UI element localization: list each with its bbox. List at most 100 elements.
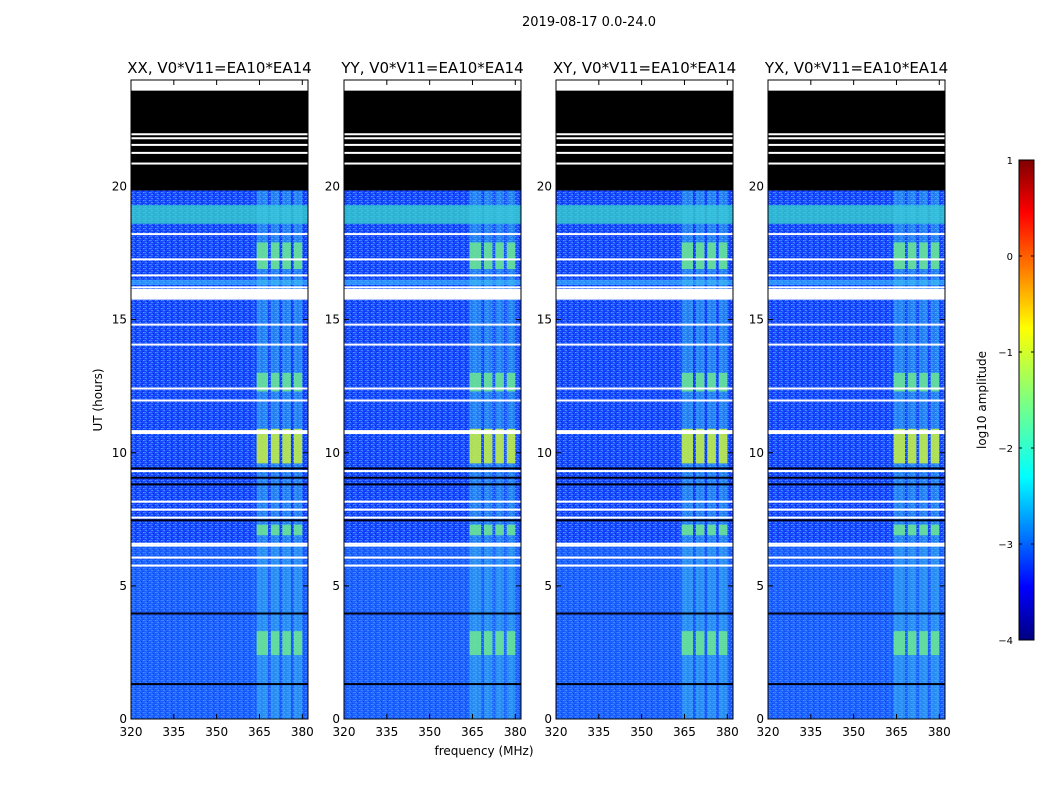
y-axis-label: UT (hours) <box>91 368 105 431</box>
x-tick-label: 380 <box>716 725 739 739</box>
flagged-line <box>556 500 733 503</box>
rfi-burst <box>707 524 716 536</box>
x-tick-label: 335 <box>162 725 185 739</box>
dark-strip <box>768 519 945 522</box>
flagged-line <box>556 544 733 547</box>
rfi-burst <box>919 428 928 464</box>
band-mid-amplitude <box>768 279 945 286</box>
rfi-burst <box>681 524 694 536</box>
flagged-line <box>768 323 945 326</box>
no-data-band <box>556 90 733 191</box>
flagged-band <box>344 289 521 300</box>
flagged-line <box>131 516 308 519</box>
rfi-burst <box>919 524 928 536</box>
y-tick-label: 15 <box>112 313 127 327</box>
rfi-burst <box>282 242 291 270</box>
flagged-line <box>131 470 308 473</box>
colorbar-gradient <box>1018 159 1035 641</box>
band-high-amplitude <box>768 205 945 224</box>
flagged-line <box>344 516 521 519</box>
flagged-line <box>344 143 521 146</box>
flagged-line <box>556 133 733 136</box>
band-mid-amplitude <box>556 279 733 286</box>
rfi-burst <box>893 242 906 270</box>
rfi-burst <box>282 428 291 464</box>
flagged-line <box>344 151 521 154</box>
rfi-burst <box>695 428 705 464</box>
noise-region-low <box>556 545 733 719</box>
no-data-band <box>768 90 945 191</box>
figure-title: 2019-08-17 0.0-24.0 <box>522 15 656 30</box>
flagged-line <box>768 151 945 154</box>
rfi-burst <box>282 631 291 656</box>
flagged-line <box>131 542 308 545</box>
flagged-line <box>768 399 945 402</box>
flagged-line <box>768 162 945 165</box>
x-tick-label: 335 <box>587 725 610 739</box>
rfi-burst <box>469 372 482 392</box>
dark-strip <box>556 467 733 470</box>
rfi-burst <box>270 242 280 270</box>
band-high-amplitude <box>131 205 308 224</box>
flagged-line <box>131 431 308 434</box>
panel-title: XY, V0*V11=EA10*EA14 <box>553 59 736 77</box>
flagged-line <box>344 286 521 289</box>
y-tick-label: 0 <box>119 712 127 726</box>
flagged-line <box>131 258 308 261</box>
flagged-line <box>344 343 521 346</box>
rfi-burst <box>483 428 493 464</box>
dark-strip <box>768 483 945 486</box>
rfi-burst <box>256 428 269 464</box>
flagged-line <box>768 286 945 289</box>
x-tick-label: 350 <box>630 725 653 739</box>
rfi-burst <box>495 242 504 270</box>
rfi-burst <box>256 242 269 270</box>
flagged-line <box>344 508 521 511</box>
y-tick-label: 20 <box>112 180 127 194</box>
rfi-burst <box>506 428 516 464</box>
rfi-burst <box>506 631 516 656</box>
rfi-burst <box>270 524 280 536</box>
flagged-line <box>768 258 945 261</box>
colorbar-tick-label: 0 <box>1007 252 1013 263</box>
rfi-burst <box>695 631 705 656</box>
rfi-burst <box>681 428 694 464</box>
flagged-line <box>131 233 308 236</box>
rfi-burst <box>930 242 940 270</box>
dark-strip <box>344 476 521 479</box>
rfi-burst <box>707 372 716 392</box>
rfi-burst <box>256 631 269 656</box>
flagged-line <box>131 343 308 346</box>
rfi-burst <box>718 242 728 270</box>
rfi-burst <box>695 524 705 536</box>
flagged-line <box>344 470 521 473</box>
flagged-line <box>344 556 521 559</box>
x-tick-label: 365 <box>461 725 484 739</box>
dark-strip <box>131 683 308 686</box>
rfi-burst <box>907 242 917 270</box>
rfi-burst <box>893 372 906 392</box>
flagged-line <box>556 258 733 261</box>
rfi-burst <box>495 524 504 536</box>
flagged-line <box>131 508 308 511</box>
flagged-line <box>131 162 308 165</box>
flagged-line <box>344 137 521 140</box>
y-tick-label: 20 <box>749 180 764 194</box>
rfi-burst <box>469 242 482 270</box>
flagged-line <box>131 387 308 390</box>
rfi-burst <box>506 372 516 392</box>
y-tick-label: 10 <box>112 446 127 460</box>
flagged-line <box>344 133 521 136</box>
panel-frame <box>767 79 946 720</box>
flagged-line <box>556 143 733 146</box>
x-tick-label: 320 <box>757 725 780 739</box>
panel-title: XX, V0*V11=EA10*EA14 <box>127 59 311 77</box>
dark-strip <box>768 467 945 470</box>
band-high-amplitude <box>344 205 521 224</box>
panel-title: YX, V0*V11=EA10*EA14 <box>764 59 948 77</box>
y-tick-label: 15 <box>325 313 340 327</box>
rfi-burst <box>707 631 716 656</box>
rfi-burst <box>930 631 940 656</box>
colorbar: −4 −3 −2 −1 0 1 log10 amplitude <box>975 156 1035 647</box>
rfi-burst <box>707 428 716 464</box>
